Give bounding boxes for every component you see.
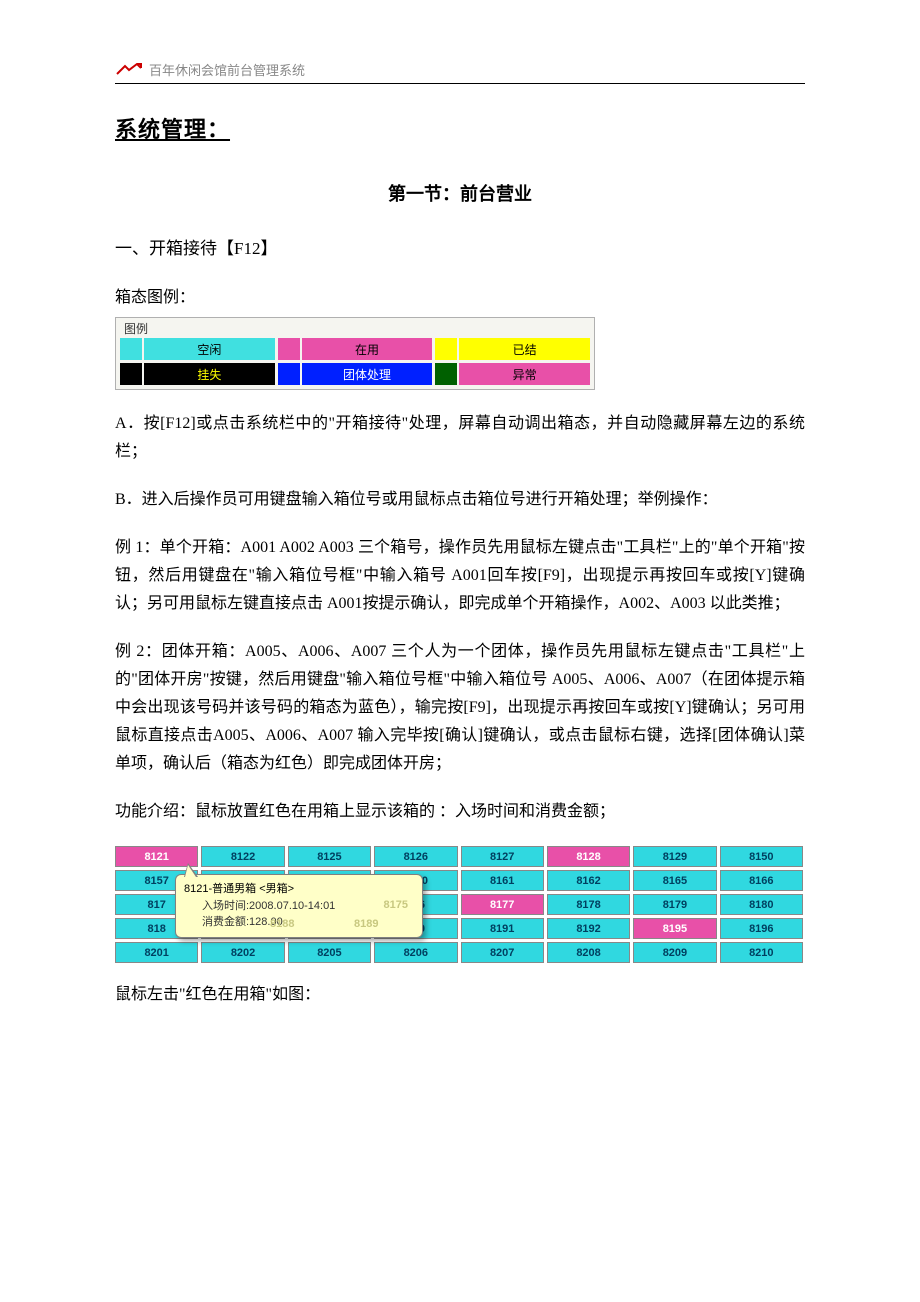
logo-icon — [115, 63, 143, 77]
box-cell[interactable]: 8195 — [633, 918, 716, 939]
paragraph-func: 功能介绍：鼠标放置红色在用箱上显示该箱的 ：入场时间和消费金额； — [115, 798, 805, 826]
paragraph-b: B．进入后操作员可用键盘输入箱位号或用鼠标点击箱位号进行开箱处理；举例操作： — [115, 486, 805, 514]
tooltip-ghost-2: 8188 — [270, 916, 294, 933]
legend-cell: 团体处理 — [278, 363, 433, 385]
legend-swatch — [120, 338, 142, 360]
box-cell[interactable]: 8125 — [288, 846, 371, 867]
box-tooltip: 8121-普通男箱 <男箱> 入场时间:2008.07.10-14:01 消费金… — [175, 874, 423, 938]
box-cell[interactable]: 8150 — [720, 846, 803, 867]
legend-cell: 已结 — [435, 338, 590, 360]
section-title: 第一节：前台营业 — [115, 180, 805, 206]
legend-box-title: 图例 — [120, 318, 590, 338]
box-cell[interactable]: 8162 — [547, 870, 630, 891]
box-cell[interactable]: 8126 — [374, 846, 457, 867]
box-cell[interactable]: 8201 — [115, 942, 198, 963]
legend-label: 箱态图例： — [115, 283, 805, 307]
tooltip-line1: 入场时间:2008.07.10-14:01 — [202, 898, 414, 915]
legend-swatch — [278, 363, 300, 385]
sub-title: 一、开箱接待【F12】 — [115, 234, 805, 259]
box-cell[interactable]: 8202 — [201, 942, 284, 963]
box-cell[interactable]: 8196 — [720, 918, 803, 939]
legend-body-label: 已结 — [459, 338, 590, 360]
header-system-name: 百年休闲会馆前台管理系统 — [149, 60, 305, 79]
legend-grid: 空闲 在用 已结挂失 团体处理 异常 — [120, 338, 590, 385]
legend-box: 图例 空闲 在用 已结挂失 团体处理 异常 — [115, 317, 595, 390]
legend-body-label: 团体处理 — [302, 363, 433, 385]
box-cell[interactable]: 8192 — [547, 918, 630, 939]
main-title: 系统管理： — [115, 112, 805, 144]
box-cell[interactable]: 8207 — [461, 942, 544, 963]
box-cell[interactable]: 8161 — [461, 870, 544, 891]
box-cell[interactable]: 8209 — [633, 942, 716, 963]
box-cell[interactable]: 8127 — [461, 846, 544, 867]
paragraph-ex1: 例 1：单个开箱：A001 A002 A003 三个箱号，操作员先用鼠标左键点击… — [115, 534, 805, 618]
legend-swatch — [435, 338, 457, 360]
legend-cell: 异常 — [435, 363, 590, 385]
box-cell[interactable]: 8129 — [633, 846, 716, 867]
tooltip-line2: 消费金额:128.00 — [202, 914, 414, 931]
box-cell[interactable]: 8165 — [633, 870, 716, 891]
header-divider — [115, 83, 805, 84]
box-cell[interactable]: 8206 — [374, 942, 457, 963]
legend-cell: 挂失 — [120, 363, 275, 385]
legend-cell: 在用 — [278, 338, 433, 360]
legend-cell: 空闲 — [120, 338, 275, 360]
box-cell[interactable]: 8128 — [547, 846, 630, 867]
page-header: 百年休闲会馆前台管理系统 — [115, 60, 805, 79]
box-cell[interactable]: 8208 — [547, 942, 630, 963]
legend-body-label: 挂失 — [144, 363, 275, 385]
tooltip-ghost-1: 8175 — [384, 897, 408, 914]
legend-body-label: 空闲 — [144, 338, 275, 360]
legend-swatch — [435, 363, 457, 385]
legend-body-label: 异常 — [459, 363, 590, 385]
paragraph-ex2: 例 2：团体开箱：A005、A006、A007 三个人为一个团体，操作员先用鼠标… — [115, 638, 805, 778]
paragraph-a: A．按[F12]或点击系统栏中的"开箱接待"处理，屏幕自动调出箱态，并自动隐藏屏… — [115, 410, 805, 466]
box-cell[interactable]: 8178 — [547, 894, 630, 915]
box-cell[interactable]: 8166 — [720, 870, 803, 891]
legend-swatch — [120, 363, 142, 385]
box-cell[interactable]: 8177 — [461, 894, 544, 915]
box-grid-wrap: 8121812281258126812781288129815081578158… — [115, 846, 803, 963]
tooltip-ghost-3: 8189 — [354, 916, 378, 933]
box-cell[interactable]: 8179 — [633, 894, 716, 915]
box-cell[interactable]: 8180 — [720, 894, 803, 915]
legend-swatch — [278, 338, 300, 360]
tooltip-title: 8121-普通男箱 <男箱> — [184, 881, 414, 898]
box-cell[interactable]: 8210 — [720, 942, 803, 963]
box-cell[interactable]: 8205 — [288, 942, 371, 963]
box-cell[interactable]: 8191 — [461, 918, 544, 939]
box-cell[interactable]: 8122 — [201, 846, 284, 867]
paragraph-click: 鼠标左击"红色在用箱"如图： — [115, 981, 805, 1009]
legend-body-label: 在用 — [302, 338, 433, 360]
